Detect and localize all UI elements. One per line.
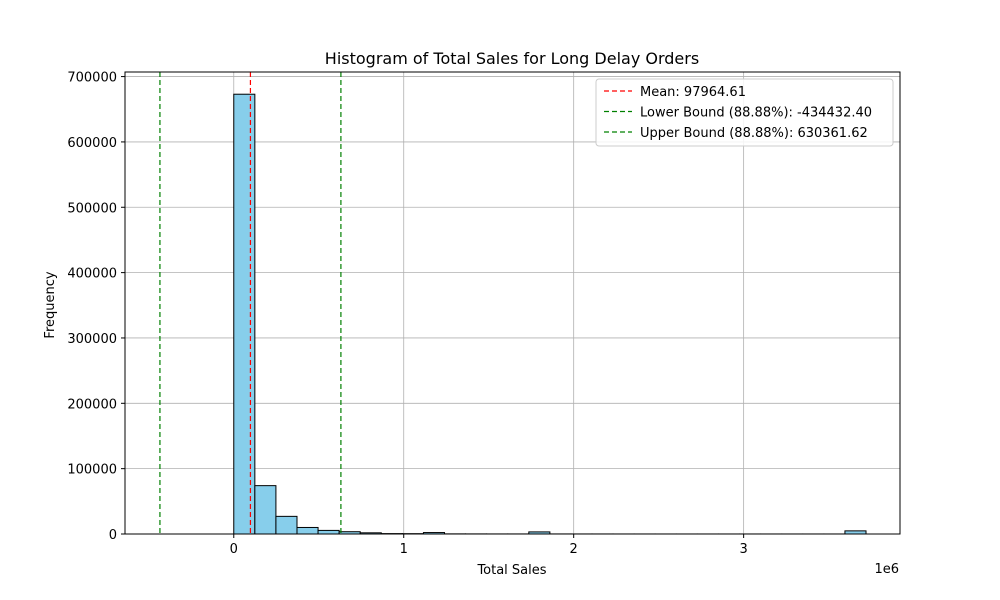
legend-entries: Mean: 97964.61 Lower Bound (88.88%): -434… <box>604 85 872 141</box>
x-axis-offset-label: 1e6 <box>874 562 899 577</box>
x-axis-label: Total Sales <box>476 563 546 578</box>
histogram-bar <box>296 526 319 535</box>
y-tick-label: 200000 <box>67 397 117 412</box>
y-tick-label: 300000 <box>67 332 117 347</box>
x-tick-label: 1 <box>400 542 408 557</box>
legend-entry-label: Lower Bound (88.88%): -434432.40 <box>640 106 872 121</box>
legend: Mean: 97964.61 Lower Bound (88.88%): -434… <box>595 78 894 147</box>
y-tick-label: 0 <box>109 528 117 543</box>
y-axis-label: Frequency <box>43 271 58 338</box>
legend-entry-label: Mean: 97964.61 <box>640 85 746 100</box>
legend-entry-label: Upper Bound (88.88%): 630361.62 <box>640 126 868 141</box>
axes-layer <box>124 71 901 535</box>
x-tick-label: 2 <box>570 542 578 557</box>
histogram-bar <box>317 529 340 535</box>
y-tick-label: 400000 <box>67 267 117 282</box>
x-tick-label: 3 <box>739 542 747 557</box>
y-tick-label: 100000 <box>67 463 117 478</box>
ticks-layer: 0 1 2 3 0 100000 200000 300000 400000 500000 60000… <box>67 71 747 557</box>
chart-title: Histogram of Total Sales for Long Delay … <box>325 49 699 68</box>
bars-layer <box>233 93 867 535</box>
legend-frame <box>595 78 894 147</box>
x-tick-label: 0 <box>230 542 238 557</box>
histogram-bar <box>233 93 256 535</box>
reference-lines-layer <box>159 72 342 534</box>
y-tick-label: 600000 <box>67 136 117 151</box>
histogram-bar <box>275 515 298 535</box>
y-tick-label: 500000 <box>67 201 117 216</box>
plot-frame <box>124 71 901 535</box>
histogram-bar <box>254 485 277 535</box>
y-tick-label: 700000 <box>67 71 117 86</box>
